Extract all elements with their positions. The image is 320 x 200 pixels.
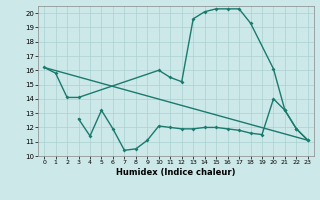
X-axis label: Humidex (Indice chaleur): Humidex (Indice chaleur)	[116, 168, 236, 177]
